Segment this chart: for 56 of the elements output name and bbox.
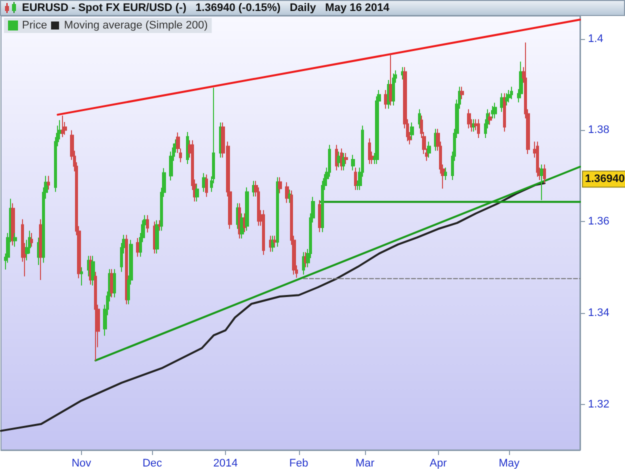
y-tick-label: 1.32 (588, 398, 610, 410)
candlestick (344, 152, 348, 165)
candlestick (202, 172, 206, 192)
candlestick (195, 184, 199, 202)
x-tick-label: Mar (355, 458, 375, 469)
candlestick (477, 118, 480, 138)
x-tick-label: Apr (430, 458, 448, 469)
candlestick (540, 164, 544, 201)
candlestick (519, 61, 523, 99)
x-tick-label: May (498, 458, 520, 469)
candlestick (13, 232, 17, 248)
candlestick (460, 86, 464, 100)
candlestick (125, 234, 128, 305)
candlestick (205, 174, 208, 198)
candlestick (351, 154, 355, 171)
candlestick (427, 141, 431, 158)
legend-label: Price (22, 20, 48, 32)
candlestick (503, 92, 506, 132)
annotation: 1.36940 (585, 173, 625, 186)
candlestick (335, 144, 338, 171)
candlestick (61, 115, 64, 138)
candlestick (467, 108, 471, 129)
candlestick (47, 175, 50, 190)
y-tick-label: 1.38 (588, 124, 610, 136)
candlestick (262, 210, 265, 256)
candlestick (543, 164, 546, 184)
candlestick (285, 182, 289, 204)
candlestick (273, 235, 277, 248)
legend-label: Moving average (Simple 200) (64, 20, 208, 32)
x-tick-label: 2014 (213, 458, 238, 469)
chart-title: EURUSD - Spot FX EUR/USD (-) 1.36940 (-0.15%) Daily May 16 2014 (22, 2, 390, 14)
candlestick (340, 148, 343, 171)
x-tick-label: Feb (289, 458, 308, 469)
candlestick (493, 102, 497, 119)
candlestick (91, 255, 95, 286)
candlestick (146, 214, 149, 234)
candlestick (94, 271, 97, 361)
y-tick-label: 1.36 (588, 216, 610, 228)
candlestick (30, 232, 33, 248)
candlestick (278, 176, 282, 194)
candlestick (245, 186, 249, 232)
line-series (0, 182, 546, 432)
y-tick-label: 1.4 (588, 32, 604, 45)
candlestick (410, 122, 414, 140)
x-tick-label: Nov (72, 458, 92, 469)
y-tick-label: 1.34 (588, 306, 610, 319)
candlestick (389, 54, 393, 106)
candlestick (354, 167, 357, 191)
x-tick-label: Dec (142, 458, 163, 469)
candlestick (488, 112, 492, 126)
candlestick (11, 202, 15, 246)
candlestick (507, 90, 511, 103)
candlestick (536, 141, 539, 178)
candlestick (155, 220, 159, 254)
candlestick (158, 220, 161, 232)
candlestick (368, 138, 371, 165)
